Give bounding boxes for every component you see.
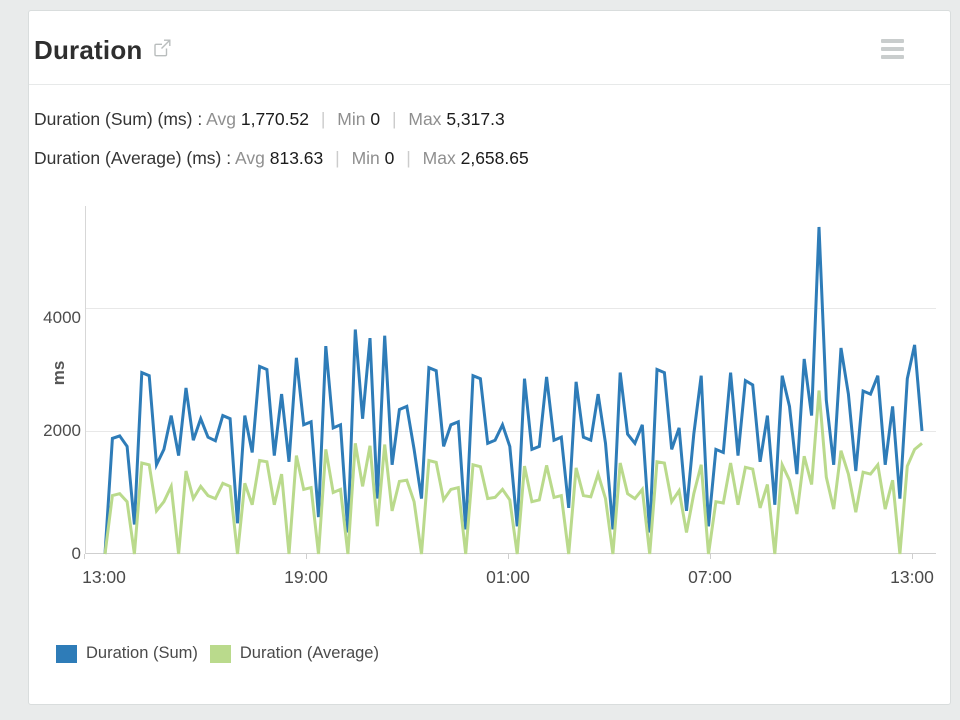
summary-stats: Duration (Sum) (ms) : Avg 1,770.52 | Min… [34, 109, 529, 187]
stat-line-sum: Duration (Sum) (ms) : Avg 1,770.52 | Min… [34, 109, 529, 130]
stat-label: Duration (Sum) (ms) : [34, 109, 203, 129]
x-label-0700: 07:00 [688, 567, 732, 587]
max-value: 2,658.65 [460, 148, 529, 168]
max-key: Max [422, 148, 456, 168]
separator: | [320, 109, 326, 129]
avg-key: Avg [235, 148, 265, 168]
max-key: Max [408, 109, 442, 129]
y-tick-2000: 2000 [43, 421, 81, 440]
average-series-swatch-icon [209, 644, 231, 663]
gridline-4000 [86, 308, 936, 309]
x-label-1900: 19:00 [284, 567, 328, 587]
separator: | [406, 148, 411, 168]
x-tick-0100 [508, 554, 509, 559]
sum-series-swatch-icon [56, 644, 77, 663]
separator: | [391, 109, 397, 129]
chart-legend: Duration (Sum) Duration (Average) [56, 644, 379, 663]
y-tick-0: 0 [71, 544, 81, 563]
legend-item-average[interactable]: Duration (Average) [209, 644, 379, 663]
x-tick-0700 [710, 554, 711, 559]
min-key: Min [337, 109, 366, 129]
stat-line-average: Duration (Average) (ms) : Avg 813.63 | M… [34, 148, 529, 169]
y-axis-label: ms [49, 360, 68, 386]
external-link-icon[interactable] [152, 38, 172, 58]
y-tick-4000: 4000 [43, 308, 81, 327]
min-key: Min [351, 148, 380, 168]
stat-label: Duration (Average) (ms) : [34, 148, 232, 168]
x-label-0100: 01:00 [486, 567, 530, 587]
x-tick-1300 [912, 554, 913, 559]
duration-widget-card: Duration Duration (Sum) (ms) : Avg 1,770… [28, 10, 951, 705]
card-header: Duration [29, 11, 950, 85]
avg-value: 813.63 [269, 148, 324, 168]
min-value: 0 [370, 109, 381, 129]
avg-key: Avg [206, 109, 236, 129]
gridline-2000 [86, 431, 936, 432]
series-plot[interactable] [86, 206, 937, 555]
x-label-1300-start: 13:00 [82, 567, 126, 587]
legend-item-sum[interactable]: Duration (Sum) [56, 644, 198, 663]
max-value: 5,317.3 [446, 109, 505, 129]
x-tick-corner [84, 554, 85, 559]
separator: | [335, 148, 340, 168]
plot-area[interactable] [85, 206, 937, 555]
legend-label-sum: Duration (Sum) [86, 644, 198, 662]
page-title: Duration [34, 35, 143, 65]
x-tick-1900 [306, 554, 307, 559]
x-label-1300-end: 13:00 [890, 567, 934, 587]
header-divider [29, 84, 950, 85]
legend-label-average: Duration (Average) [239, 644, 379, 662]
min-value: 0 [384, 148, 395, 168]
hamburger-menu-icon[interactable] [881, 39, 904, 60]
avg-value: 1,770.52 [240, 109, 309, 129]
